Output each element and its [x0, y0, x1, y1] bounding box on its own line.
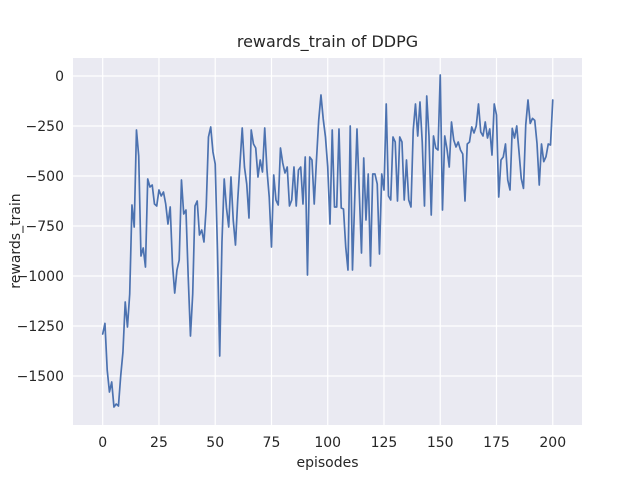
y-tick-label: 0: [55, 69, 64, 85]
y-tick-label: −1250: [17, 319, 64, 335]
x-tick-label: 175: [483, 435, 510, 451]
x-tick-label: 200: [539, 435, 566, 451]
chart-title: rewards_train of DDPG: [236, 32, 419, 51]
x-tick-label: 125: [371, 435, 398, 451]
y-tick-label: −1000: [17, 269, 64, 285]
y-tick-label: −250: [26, 119, 64, 135]
x-tick-label: 100: [314, 435, 341, 451]
y-tick-label: −1500: [17, 369, 64, 385]
x-tick-label: 50: [206, 435, 224, 451]
x-tick-label: 150: [427, 435, 454, 451]
y-axis-label: rewards_train: [8, 193, 24, 289]
x-tick-label: 75: [263, 435, 281, 451]
y-tick-label: −500: [26, 169, 64, 185]
x-tick-label: 25: [150, 435, 168, 451]
x-axis-label: episodes: [296, 455, 359, 471]
y-tick-label: −750: [26, 219, 64, 235]
x-tick-label: 0: [98, 435, 107, 451]
series-line: [101, 74, 554, 408]
